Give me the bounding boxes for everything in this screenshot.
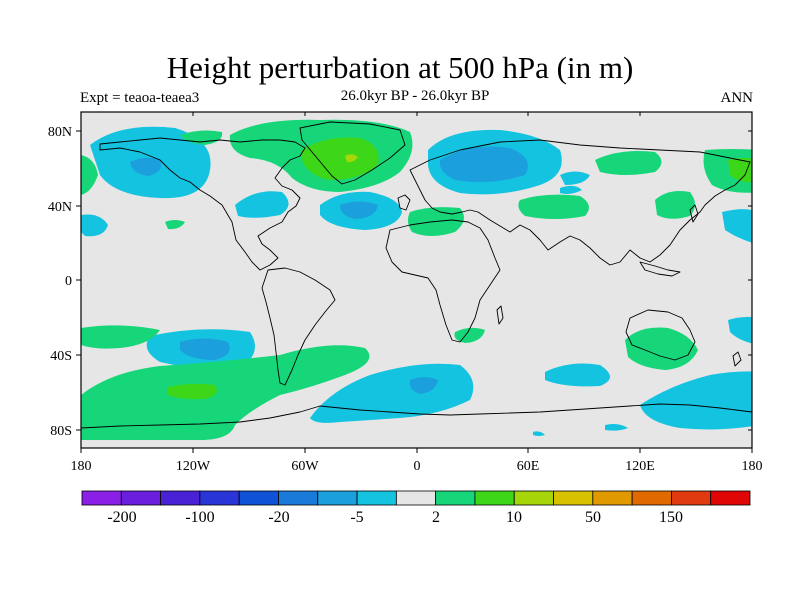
- contour-e-australia: [728, 316, 752, 344]
- lat-tick-label: 80N: [48, 125, 72, 140]
- lon-tick-label: 60W: [291, 459, 319, 474]
- colorbar-swatch: [631, 490, 672, 506]
- coastline-eurasia: [409, 139, 751, 266]
- lat-tick-label: 0: [65, 274, 72, 289]
- colorbar-label: 150: [659, 509, 683, 526]
- lon-tick-label: 60E: [517, 459, 540, 474]
- lon-tick-label: 120W: [176, 459, 211, 474]
- contour-peak-greenland: [345, 154, 358, 163]
- coastline-s-america: [261, 267, 336, 386]
- colorbar-swatch: [710, 490, 751, 506]
- experiment-label: Expt = teaoa-teaea3: [80, 90, 200, 106]
- contour-southern-ocean: [81, 345, 370, 440]
- positive-anomaly-cores: [168, 137, 752, 400]
- colorbar-swatch: [160, 490, 201, 506]
- colorbar-swatch: [592, 490, 633, 506]
- contour-south-small: [533, 431, 545, 436]
- colorbar-swatch: [199, 490, 240, 506]
- colorbar-swatch: [317, 490, 358, 506]
- coastline-new-zealand: [732, 351, 742, 367]
- contour-east-asia: [655, 191, 695, 219]
- lon-tick-label: 120E: [625, 459, 655, 474]
- lon-tick-label: 180: [742, 459, 763, 474]
- coastline-indonesia: [639, 261, 681, 277]
- coastline-uk: [397, 194, 411, 211]
- colorbar-swatch: [278, 490, 319, 506]
- coastline-antarctica: [81, 403, 752, 429]
- colorbar-label: 50: [585, 509, 601, 526]
- contour-australia: [625, 327, 698, 370]
- lon-tick-label: 0: [414, 459, 421, 474]
- colorbar-swatch: [671, 490, 712, 506]
- contour-s-ocean-east: [640, 371, 752, 430]
- coastline-africa: [385, 219, 501, 343]
- contour-core-ne-pacific: [728, 158, 752, 183]
- contour-core-s-atlantic: [409, 377, 438, 394]
- contour-core-greenland: [302, 137, 379, 180]
- negative-anomaly-cores: [130, 146, 528, 394]
- contour-subtropic: [165, 220, 185, 230]
- coastlines: [81, 121, 752, 429]
- contour-w-pacific: [722, 209, 752, 243]
- contour-atl-small: [560, 185, 582, 194]
- period-label: 26.0kyr BP - 26.0kyr BP: [340, 88, 490, 104]
- contour-central-asia: [518, 194, 589, 219]
- coastline-madagascar: [496, 305, 504, 325]
- contour-s-indian: [545, 363, 610, 387]
- contour-n-america: [235, 191, 289, 218]
- coastline-n-america: [99, 137, 306, 271]
- coastline-australia: [625, 309, 696, 361]
- contour-core-n-atlantic: [340, 201, 378, 219]
- positive-anomaly-peaks: [345, 154, 358, 163]
- colorbar-swatch: [120, 490, 161, 506]
- contour-core-southern-ocean: [168, 383, 218, 400]
- colorbar-swatch: [356, 490, 397, 506]
- colorbar-swatch: [474, 490, 515, 506]
- contour-asia-edge: [560, 171, 590, 185]
- contour-core-n-pacific: [130, 157, 162, 176]
- contour-w-edge: [81, 155, 98, 195]
- axis-ticks: [76, 112, 753, 453]
- colorbar-labels: -200 -100 -20 -5 2 10 50 150: [107, 509, 683, 526]
- colorbar-label: -20: [268, 509, 289, 526]
- colorbar-label: -5: [350, 509, 363, 526]
- colorbar-swatch: [395, 490, 437, 506]
- colorbar-swatch: [513, 490, 554, 506]
- colorbar-label: -200: [107, 509, 136, 526]
- lat-tick-label: 40S: [50, 349, 72, 364]
- contour-s-pacific-band: [81, 325, 160, 349]
- colorbar-swatch: [238, 490, 279, 506]
- colorbar-swatch: [435, 490, 476, 506]
- contour-core-eurasia: [439, 146, 528, 183]
- coastline-greenland: [299, 121, 406, 185]
- colorbar: [81, 490, 751, 506]
- colorbar-label: -100: [185, 509, 214, 526]
- lon-tick-label: 180: [71, 459, 92, 474]
- lat-tick-label: 80S: [50, 424, 72, 439]
- contour-siberia: [595, 151, 662, 175]
- map-title: Height perturbation at 500 hPa (in m): [166, 50, 634, 85]
- coastline-japan: [689, 204, 699, 223]
- colorbar-swatch: [553, 490, 594, 506]
- colorbar-swatch: [81, 490, 122, 506]
- season-label: ANN: [720, 90, 754, 106]
- lat-tick-label: 40N: [48, 200, 72, 215]
- contour-antarctic-small: [605, 424, 628, 431]
- colorbar-label: 10: [506, 509, 522, 526]
- contour-date-line: [81, 214, 108, 237]
- contour-field: [81, 119, 752, 440]
- contour-core-s-pacific: [180, 338, 230, 360]
- colorbar-label: 2: [432, 509, 440, 526]
